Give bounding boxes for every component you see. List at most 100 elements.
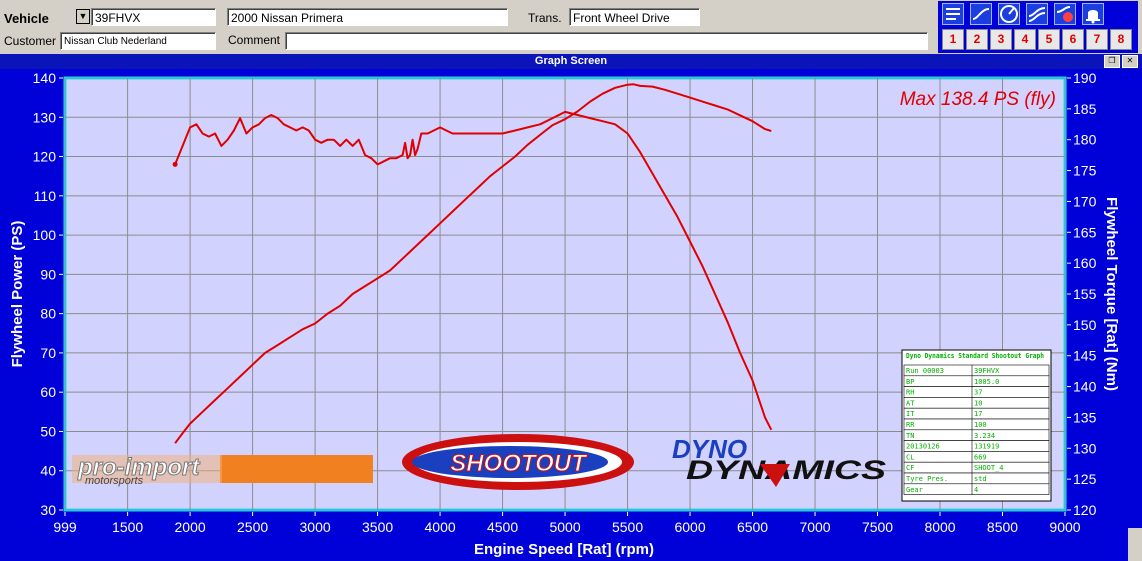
y-right-tick-label: 130 (1073, 440, 1097, 456)
x-tick-label: 8500 (987, 519, 1018, 535)
x-tick-label: 6500 (737, 519, 768, 535)
timer-icon (1056, 6, 1073, 22)
y-left-tick-label: 120 (33, 149, 57, 165)
menu-icon (946, 8, 960, 20)
toolbar-button-alarm[interactable] (1082, 3, 1104, 25)
logo-proimport-text: pro-import (77, 454, 200, 481)
logo-dynodynamics: DYNO DYNAMICS (672, 434, 886, 487)
y-left-tick-label: 90 (40, 266, 56, 282)
info-row-key: CL (906, 453, 914, 461)
x-tick-label: 1500 (112, 519, 143, 535)
info-row-key: Run 00003 (906, 367, 944, 375)
info-row-key: TN (906, 432, 914, 440)
customer-field[interactable]: Nissan Club Nederland (60, 32, 216, 50)
y-left-tick-label: 40 (40, 463, 56, 479)
x-tick-label: 3000 (300, 519, 331, 535)
restore-icon: ❐ (1108, 56, 1116, 65)
vehicle-info-bar: Vehicle ▼ 39FHVX 2000 Nissan Primera Tra… (0, 0, 1142, 54)
info-box-title: Dyno Dynamics Standard Shootout Graph (906, 352, 1044, 360)
info-box: Dyno Dynamics Standard Shootout Graph Ru… (901, 349, 1052, 502)
y-left-axis-label: Flywheel Power (PS) (9, 221, 26, 368)
y-left-tick-label: 30 (40, 502, 56, 518)
y-left-tick-label: 110 (34, 188, 57, 204)
logo-proimport: pro-import motorsports (72, 454, 373, 487)
max-power-label: Max 138.4 PS (fly) (900, 89, 1056, 110)
y-right-tick-label: 155 (1073, 286, 1097, 302)
close-button[interactable]: ✕ (1122, 55, 1138, 68)
preset-button-2[interactable]: 2 (966, 29, 988, 50)
preset-button-7[interactable]: 7 (1086, 29, 1108, 50)
preset-button-4[interactable]: 4 (1014, 29, 1036, 50)
close-icon: ✕ (1126, 56, 1134, 65)
preset-button-1[interactable]: 1 (942, 29, 964, 50)
preset-button-8[interactable]: 8 (1110, 29, 1132, 50)
y-right-tick-label: 180 (1073, 132, 1097, 148)
trans-label: Trans. (528, 11, 562, 25)
info-row-key: 20130126 (906, 443, 940, 451)
vehicle-field[interactable]: 39FHVX (91, 8, 216, 26)
x-tick-label: 2000 (175, 519, 206, 535)
x-tick-label: 4000 (425, 519, 456, 535)
y-right-tick-label: 185 (1073, 101, 1097, 117)
scrollbar[interactable] (1128, 528, 1142, 561)
vehicle-description-field[interactable]: 2000 Nissan Primera (227, 8, 508, 26)
window-buttons: ❐ ✕ (1102, 55, 1138, 68)
y-right-axis-label: Flywheel Torque [Rat] (Nm) (1103, 197, 1120, 391)
multi-curve-icon (1028, 7, 1046, 22)
info-row-value: 17 (974, 410, 982, 418)
y-right-axis-ticks: 120 125 130 135 140 145 150 155 160 165 170 175 180 1… (1067, 70, 1097, 518)
toolbar-button-gauge[interactable] (998, 3, 1020, 25)
y-right-tick-label: 150 (1073, 317, 1097, 333)
y-left-tick-label: 80 (40, 306, 56, 322)
x-tick-label: 4500 (487, 519, 518, 535)
y-right-tick-label: 125 (1073, 471, 1097, 487)
y-left-tick-label: 60 (40, 384, 56, 400)
x-axis-label: Engine Speed [Rat] (rpm) (474, 541, 654, 558)
dyno-chart: 999 1500 2000 2500 3000 3500 4000 4500 5000 5500 6… (9, 70, 1120, 558)
info-row-value: std (974, 475, 987, 483)
power-curve (174, 83, 772, 444)
y-right-tick-label: 165 (1073, 224, 1097, 240)
gauge-icon (1000, 5, 1018, 23)
vehicle-label: Vehicle (4, 11, 49, 26)
info-row-key: Gear (906, 486, 923, 494)
comment-field[interactable] (285, 32, 928, 50)
x-tick-label: 2500 (237, 519, 268, 535)
y-left-tick-label: 70 (40, 345, 56, 361)
info-row-key: RR (906, 421, 915, 429)
toolbar-button-timer[interactable] (1054, 3, 1076, 25)
toolbar-button-menu[interactable] (942, 3, 964, 25)
y-right-tick-label: 120 (1073, 502, 1097, 518)
info-row-value: 1005.0 (974, 378, 999, 386)
info-row-value: 39FHVX (974, 367, 1000, 375)
info-row-value: 131919 (974, 443, 999, 451)
y-left-tick-label: 100 (33, 227, 57, 243)
grid-lines (64, 77, 1066, 511)
y-right-tick-label: 160 (1073, 255, 1097, 271)
x-tick-label: 5500 (612, 519, 643, 535)
toolbar-button-curve[interactable] (970, 3, 992, 25)
logo-shootout: SHOOTOUT (402, 434, 634, 490)
info-row-key: IT (906, 410, 915, 418)
torque-curve (174, 110, 773, 431)
info-row-key: RH (906, 389, 914, 397)
preset-button-5[interactable]: 5 (1038, 29, 1060, 50)
preset-button-3[interactable]: 3 (990, 29, 1012, 50)
info-row-value: SHOOT_4 (974, 464, 1004, 472)
vehicle-dropdown-button[interactable]: ▼ (76, 9, 90, 24)
info-box-rows: Run 00003 39FHVX BP 1005.0 RH 37 AT 10 IT 17 RR 100… (903, 364, 1050, 495)
trans-field[interactable]: Front Wheel Drive (569, 8, 700, 26)
x-tick-label: 3500 (362, 519, 393, 535)
x-tick-label: 6000 (674, 519, 705, 535)
x-tick-label: 9000 (1049, 519, 1080, 535)
info-row-value: 100 (974, 421, 987, 429)
logo-proimport-sub: motorsports (85, 475, 144, 487)
torque-start-point (172, 161, 178, 167)
y-left-axis-ticks: 30 40 50 60 70 80 90 100 110 120 130 140 (33, 70, 63, 518)
info-row-key: BP (906, 378, 914, 386)
x-axis-ticks: 999 1500 2000 2500 3000 3500 4000 4500 5000 5500 6… (53, 512, 1081, 535)
info-row-value: 3.234 (974, 432, 995, 440)
restore-button[interactable]: ❐ (1104, 55, 1120, 68)
toolbar-button-multi-curve[interactable] (1026, 3, 1048, 25)
preset-button-6[interactable]: 6 (1062, 29, 1084, 50)
